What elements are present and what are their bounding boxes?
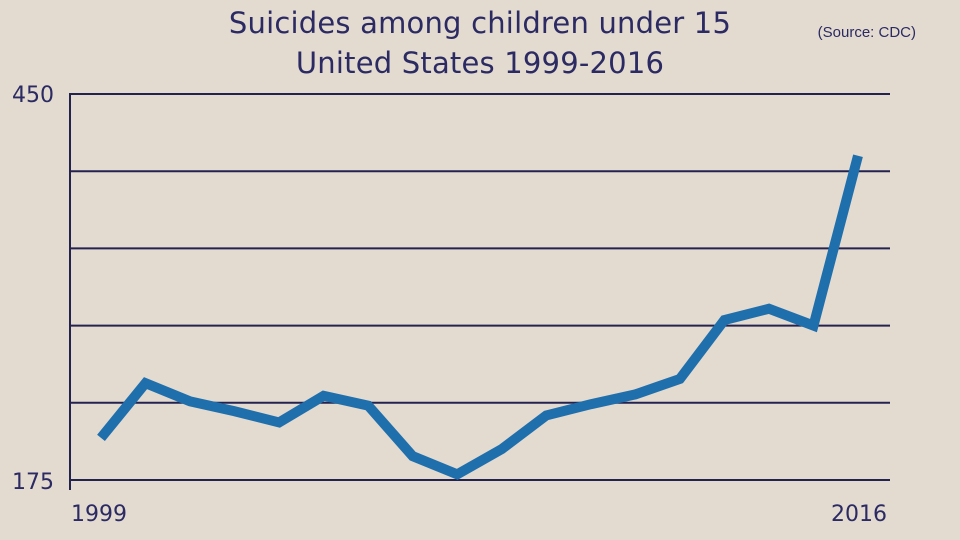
y-tick-label-max: 450 — [12, 83, 54, 108]
chart-title-line-1: Suicides among children under 15 — [228, 6, 732, 40]
series-line — [97, 154, 863, 480]
chart-title-line-2: United States 1999-2016 — [295, 46, 665, 80]
y-tick-label-min: 175 — [12, 470, 54, 495]
x-tick-label-last: 2016 — [831, 502, 887, 527]
x-tick-label-first: 1999 — [71, 502, 127, 527]
source-note: (Source: CDC) — [817, 24, 916, 41]
